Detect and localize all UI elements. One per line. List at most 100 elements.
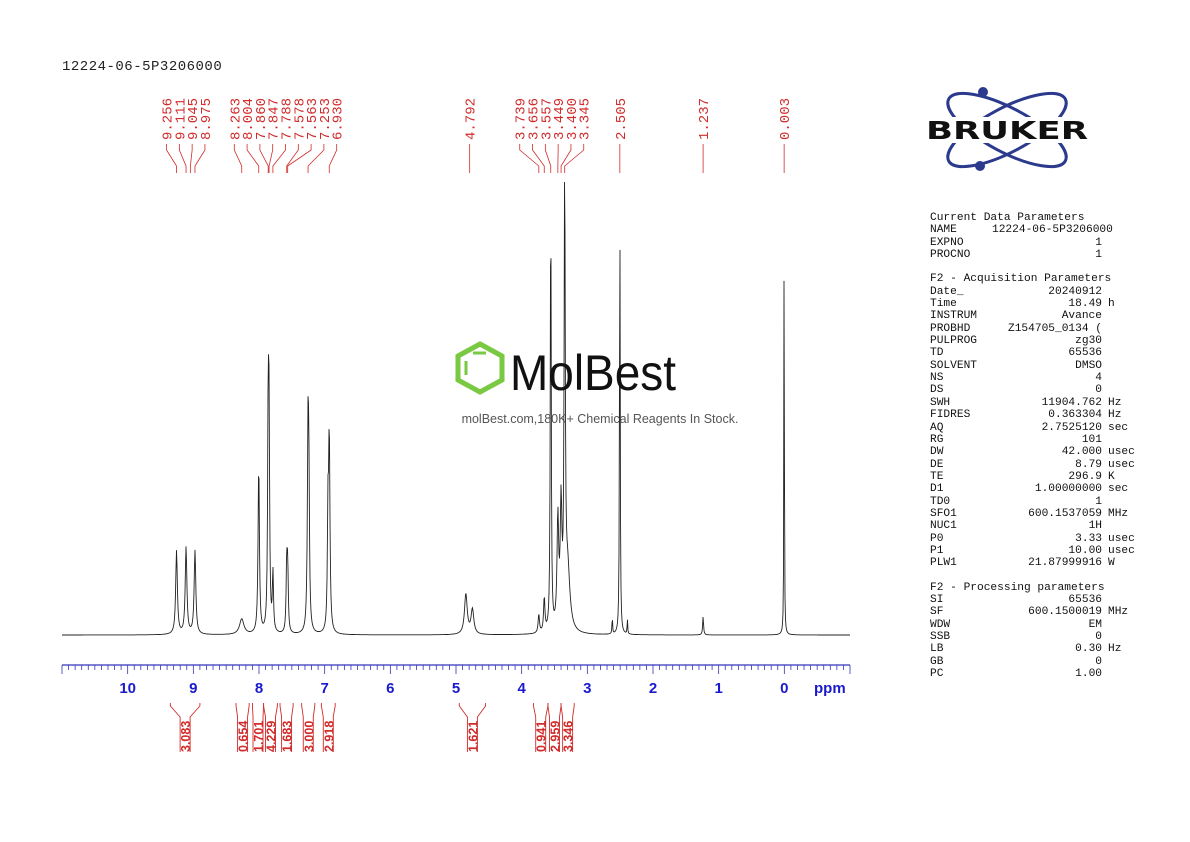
param-unit: usec xyxy=(1108,446,1135,459)
param-key: RG xyxy=(930,433,944,446)
param-value: 20240912 xyxy=(1048,285,1102,298)
param-value: Avance xyxy=(1061,310,1102,323)
param-value: 1.00000000 xyxy=(1034,483,1102,496)
integral-value: 1.701 xyxy=(252,721,266,752)
param-key: TE xyxy=(930,470,944,483)
param-value: 0.363304 xyxy=(1048,409,1102,422)
param-value: 1 xyxy=(1095,236,1102,249)
param-value: 42.000 xyxy=(1061,446,1102,459)
peak-label: 7.847 xyxy=(267,98,283,140)
param-row: D1 1.00000000 sec xyxy=(930,483,1145,495)
param-key: PULPROG xyxy=(930,335,977,348)
param-key: TD xyxy=(930,347,944,360)
param-key: DE xyxy=(930,458,944,471)
param-value: 0 xyxy=(1095,384,1102,397)
param-value: Z154705_0134 ( xyxy=(1008,322,1102,335)
param-key: WDW xyxy=(930,618,951,631)
peak-leader-line xyxy=(564,144,585,173)
peak-leader-line xyxy=(519,144,540,173)
param-key: NUC1 xyxy=(930,520,957,533)
param-key: DS xyxy=(930,384,944,397)
parameters-panel: Current Data Parameters NAME 12224-06-5P3… xyxy=(930,212,1145,680)
param-key: NAME xyxy=(930,224,957,237)
peak-label: 9.045 xyxy=(186,98,202,140)
peak-leader-line xyxy=(259,144,269,173)
peak-label: 3.345 xyxy=(578,98,594,140)
param-unit: Hz xyxy=(1108,409,1122,422)
param-unit xyxy=(1102,619,1108,631)
param-value: 8.79 xyxy=(1075,458,1102,471)
peak-leader-line xyxy=(286,144,299,173)
electron-dot xyxy=(978,87,988,97)
param-row: GB 0 xyxy=(930,656,1145,668)
param-key: LB xyxy=(930,643,944,656)
tick-label: 6 xyxy=(386,680,394,697)
integral-bracket xyxy=(312,703,316,752)
integral-bracket xyxy=(547,703,550,752)
integral-value: 0.654 xyxy=(237,721,251,752)
integral-value: 3.000 xyxy=(302,721,316,752)
integral-bracket xyxy=(169,703,181,752)
param-row: FIDRES 0.363304 Hz xyxy=(930,409,1145,421)
param-row: SOLVENT DMSO xyxy=(930,360,1145,372)
molbest-watermark: MolBest molBest.com,180K+ Chemical Reage… xyxy=(440,340,760,432)
param-row: TE 296.9 K xyxy=(930,471,1145,483)
peak-label: 7.578 xyxy=(292,98,308,140)
param-value: EM xyxy=(1088,618,1102,631)
peak-leader-line xyxy=(532,144,545,173)
param-value: 4 xyxy=(1095,372,1102,385)
param-unit: W xyxy=(1108,557,1115,570)
param-row: SSB 0 xyxy=(930,631,1145,643)
peak-label: 9.256 xyxy=(161,98,177,140)
peak-label: 3.739 xyxy=(514,98,530,140)
param-unit: MHz xyxy=(1108,606,1129,619)
param-key: Time xyxy=(930,298,957,311)
param-value: 600.1500019 xyxy=(1028,606,1102,619)
param-value: 65536 xyxy=(1068,593,1102,606)
param-unit xyxy=(1102,237,1108,249)
integral-bracket xyxy=(458,703,468,752)
param-key: DW xyxy=(930,446,944,459)
molbest-tagline: molBest.com,180K+ Chemical Reagents In S… xyxy=(461,412,739,426)
param-row: LB 0.30 Hz xyxy=(930,643,1145,655)
integral-bracket xyxy=(560,703,564,752)
integral-bracket xyxy=(301,703,304,752)
atom-orbit-icon xyxy=(946,91,1068,169)
param-key: PC xyxy=(930,668,944,681)
acquisition-params-title: F2 - Acquisition Parameters xyxy=(930,273,1112,286)
integral-value: 3.083 xyxy=(179,721,193,752)
peak-leader-line xyxy=(287,144,312,173)
integral-bracket xyxy=(275,703,278,752)
param-value: 296.9 xyxy=(1068,470,1102,483)
param-unit xyxy=(1102,520,1108,532)
peak-label: 7.563 xyxy=(305,98,321,140)
bruker-wordmark: BRUKER xyxy=(926,116,1088,145)
param-key: SI xyxy=(930,593,944,606)
integral-bracket xyxy=(263,703,266,752)
tick-label: 3 xyxy=(583,680,591,697)
param-row: SWH 11904.762 Hz xyxy=(930,397,1145,409)
peak-label: 3.449 xyxy=(552,98,568,140)
tick-label: 1 xyxy=(714,680,722,697)
integral-bracket xyxy=(572,703,575,752)
tick-label: 5 xyxy=(452,680,460,697)
peak-label: 7.788 xyxy=(279,98,295,140)
current-params-list: NAME 12224-06-5P3206000 EXPNO 1 PROCNO 1 xyxy=(930,224,1145,261)
integral-value: 1.621 xyxy=(466,721,480,752)
param-key: SWH xyxy=(930,396,951,409)
electron-dot xyxy=(975,161,985,171)
peak-label: 7.860 xyxy=(254,98,270,140)
param-value: DMSO xyxy=(1075,359,1102,372)
peak-leader-line xyxy=(544,144,552,173)
acquisition-params-list: Date_ 20240912 Time 18.49 h INSTRUM Avance PROB… xyxy=(930,286,1145,570)
peak-label: 9.111 xyxy=(173,98,189,140)
peak-label: 3.557 xyxy=(539,98,555,140)
param-row: PROCNO 1 xyxy=(930,249,1145,261)
peak-leader-line xyxy=(246,144,260,173)
param-key: TD0 xyxy=(930,495,951,508)
bruker-logo: BRUKER xyxy=(925,87,1089,171)
param-row: PULPROG zg30 xyxy=(930,335,1145,347)
